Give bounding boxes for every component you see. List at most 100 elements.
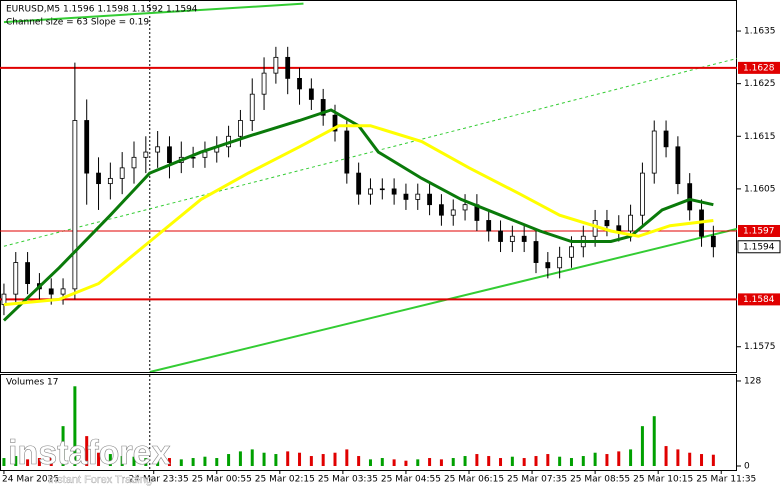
volume-bar <box>144 458 148 466</box>
x-tick-label: 25 Mar 10:15 <box>633 475 693 485</box>
candle-body <box>238 120 243 137</box>
volume-bar <box>108 454 112 466</box>
volume-bar <box>37 458 41 466</box>
volume-bar <box>97 452 101 466</box>
moving-average <box>3 124 714 307</box>
candle-body <box>545 262 551 269</box>
volume-bar <box>534 456 538 466</box>
volume-bar <box>546 454 550 466</box>
candle-body <box>521 235 527 242</box>
volume-bar <box>380 458 384 466</box>
price-label: 1.1594 <box>743 242 775 252</box>
y-tick-label: 128 <box>744 376 761 386</box>
volume-bar <box>416 459 420 466</box>
trend-line <box>149 227 737 372</box>
candle-body <box>48 288 54 295</box>
candle-body <box>13 262 19 295</box>
volume-bar <box>688 452 692 466</box>
level-label-bg <box>738 224 780 237</box>
volume-bar <box>676 449 680 466</box>
candle-body <box>415 193 421 200</box>
candle-body <box>119 167 125 179</box>
y-tick-label: 1.1635 <box>744 27 776 37</box>
volume-bar <box>26 459 30 466</box>
volume-bar <box>227 454 231 466</box>
volume-bar <box>629 449 633 466</box>
volume-bar <box>167 458 171 466</box>
x-tick-label: 24 Mar 2025 <box>2 475 59 485</box>
volume-bar <box>203 456 207 466</box>
x-tick-label: 25 Mar 06:15 <box>444 475 504 485</box>
candle-body <box>710 235 716 248</box>
chart-subtitle: Channel size = 63 Slope = 0.19 <box>6 18 149 28</box>
volume-bar <box>558 456 562 466</box>
volume-bar <box>298 452 302 466</box>
volume-bar <box>475 454 479 466</box>
y-tick-label: 1.1605 <box>744 184 776 194</box>
candle-body <box>557 256 563 269</box>
volume-bar <box>215 458 219 466</box>
candle-body <box>143 151 149 158</box>
candle-body <box>249 93 255 121</box>
candle-body <box>498 230 503 242</box>
volume-bar <box>711 454 715 466</box>
candle-body <box>640 172 645 216</box>
candle-body <box>261 72 267 95</box>
candle-body <box>25 262 30 285</box>
candle-body <box>1 293 7 306</box>
volume-bar <box>605 454 609 466</box>
volume-bar <box>451 458 455 466</box>
volume-bar <box>487 456 491 466</box>
candle-body <box>509 235 515 242</box>
volume-bar <box>250 449 254 466</box>
volume-bar <box>439 459 443 466</box>
volume-bar <box>593 452 597 466</box>
candle-body <box>462 204 468 211</box>
candle-body <box>356 172 362 195</box>
y-tick-label: 1.1575 <box>744 342 776 352</box>
x-tick-label: 25 Mar 03:35 <box>318 475 378 485</box>
candle-body <box>344 130 350 174</box>
candle-body <box>604 220 610 227</box>
candle-body <box>72 120 78 290</box>
candle-body <box>107 177 113 185</box>
level-label-bg <box>738 61 780 74</box>
volume-bar <box>522 458 526 466</box>
volume-bar <box>428 458 432 466</box>
candle-body <box>450 209 456 216</box>
volume-bar <box>286 451 290 466</box>
volume-bar <box>652 416 656 466</box>
volume-bar <box>156 459 160 466</box>
candle-body <box>592 220 598 237</box>
y-tick-label: 1.1625 <box>744 79 776 89</box>
volume-bar <box>14 456 18 466</box>
candle-body <box>403 193 409 200</box>
x-tick-label: 25 Mar 07:35 <box>507 475 567 485</box>
volume-bar <box>664 446 668 466</box>
x-tick-label: 24 Mar 23:35 <box>129 475 189 485</box>
candle-body <box>391 188 397 195</box>
x-tick-label: 25 Mar 08:55 <box>570 475 630 485</box>
volume-bar <box>581 456 585 466</box>
main-panel <box>0 0 737 373</box>
x-tick-label: 25 Mar 11:35 <box>696 475 756 485</box>
candle-body <box>273 56 279 74</box>
volume-bar <box>640 426 644 466</box>
volume-bar <box>321 454 325 466</box>
x-tick-label: 25 Mar 04:55 <box>381 475 441 485</box>
candle-body <box>486 220 492 232</box>
volume-bar <box>262 452 266 466</box>
candle-body <box>368 188 373 195</box>
y-tick-label: 1.1615 <box>744 132 776 142</box>
volume-bar <box>510 456 514 466</box>
volume-bar <box>700 454 704 466</box>
volume-title: Volumes 17 <box>6 378 58 388</box>
moving-average <box>2 108 714 322</box>
x-tick-label: 25 Mar 02:15 <box>255 475 315 485</box>
candle-body <box>285 56 291 79</box>
x-tick-label: 25 Mar 00:55 <box>192 475 252 485</box>
candle-body <box>569 246 574 258</box>
volume-bar <box>392 459 396 466</box>
volume-bar <box>404 460 408 466</box>
